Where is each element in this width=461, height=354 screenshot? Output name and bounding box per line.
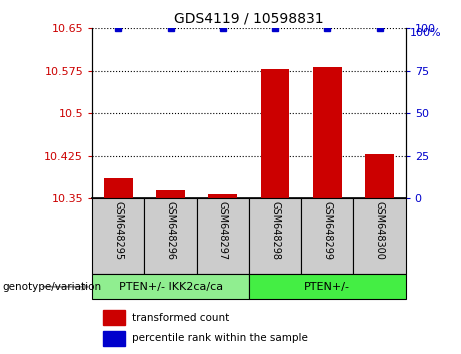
Text: genotype/variation: genotype/variation bbox=[2, 282, 101, 292]
Bar bbox=[103, 310, 124, 325]
Text: 100%: 100% bbox=[410, 28, 442, 38]
Bar bbox=[144, 198, 197, 274]
Text: GSM648297: GSM648297 bbox=[218, 200, 228, 259]
Text: GSM648299: GSM648299 bbox=[322, 200, 332, 259]
Bar bbox=[261, 69, 290, 198]
Bar bbox=[365, 154, 394, 198]
Bar bbox=[92, 198, 144, 274]
Text: percentile rank within the sample: percentile rank within the sample bbox=[132, 333, 307, 343]
Bar bbox=[103, 331, 124, 346]
Text: GSM648300: GSM648300 bbox=[374, 200, 384, 259]
Text: transformed count: transformed count bbox=[132, 313, 229, 323]
Bar bbox=[301, 198, 354, 274]
Bar bbox=[249, 274, 406, 299]
Bar bbox=[104, 178, 133, 198]
Text: GSM648295: GSM648295 bbox=[113, 200, 124, 259]
Text: PTEN+/-: PTEN+/- bbox=[304, 282, 350, 292]
Bar bbox=[197, 198, 249, 274]
Bar bbox=[313, 67, 342, 198]
Title: GDS4119 / 10598831: GDS4119 / 10598831 bbox=[174, 12, 324, 26]
Text: GSM648296: GSM648296 bbox=[165, 200, 176, 259]
Bar bbox=[249, 198, 301, 274]
Bar bbox=[208, 194, 237, 198]
Bar bbox=[354, 198, 406, 274]
Bar bbox=[156, 190, 185, 198]
Bar bbox=[92, 274, 249, 299]
Text: GSM648298: GSM648298 bbox=[270, 200, 280, 259]
Text: PTEN+/- IKK2ca/ca: PTEN+/- IKK2ca/ca bbox=[118, 282, 223, 292]
